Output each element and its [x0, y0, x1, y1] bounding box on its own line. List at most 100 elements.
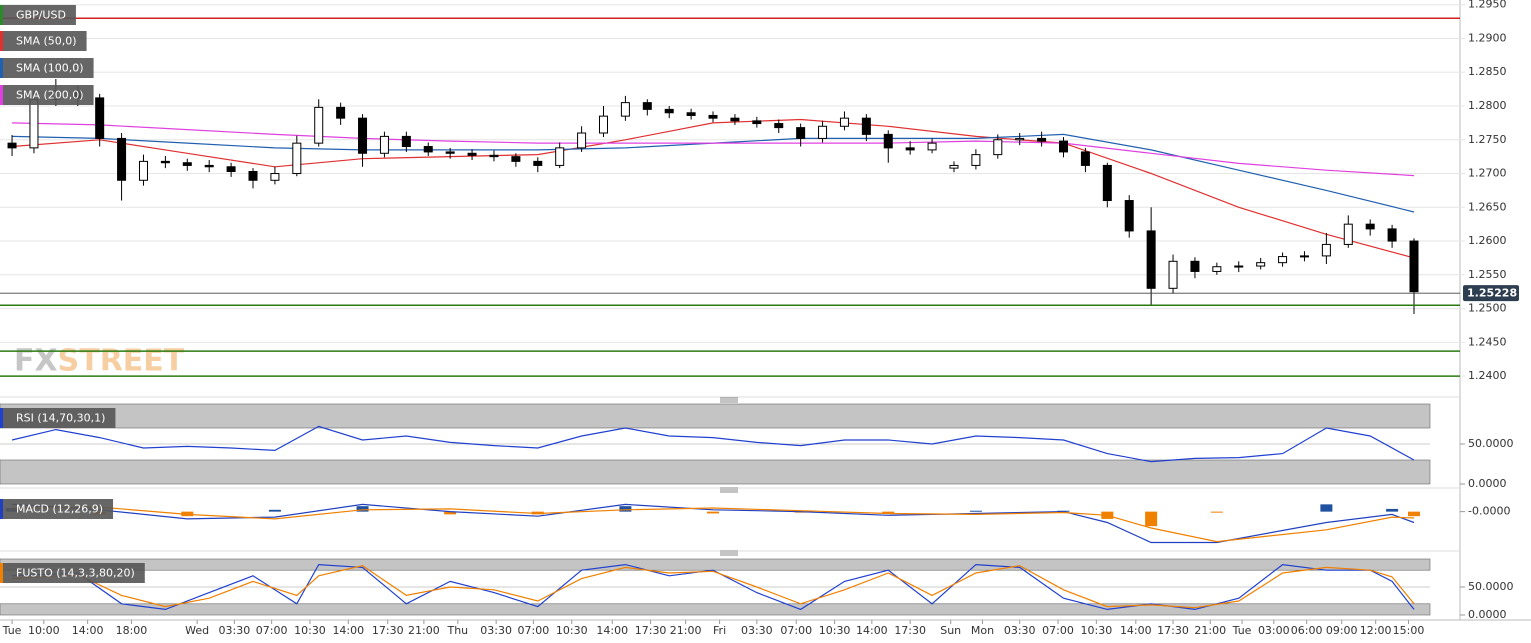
x-tick-label: 07:00 — [780, 624, 812, 637]
y-tick-label: 1.2700 — [1468, 167, 1507, 180]
histogram-bar — [619, 506, 632, 512]
x-tick-label: 03:30 — [219, 624, 251, 637]
candle-body — [1168, 260, 1178, 289]
x-tick-label: 17:30 — [372, 624, 404, 637]
candle-body — [1212, 266, 1222, 272]
legend-label: SMA (100,0) — [16, 62, 84, 75]
candle-body — [774, 123, 784, 129]
x-tick-label: 14:00 — [856, 624, 888, 637]
legend-swatch — [0, 58, 3, 78]
candle-body — [292, 142, 302, 175]
histogram-bar — [1320, 504, 1333, 512]
histogram-bar — [969, 510, 982, 512]
x-tick-label: 07:00 — [256, 624, 288, 637]
legend-swatch — [0, 5, 3, 25]
y-tick-label: 1.2950 — [1468, 0, 1507, 11]
candle-body — [1409, 240, 1419, 293]
level-band — [0, 603, 1431, 616]
histogram-bar — [882, 511, 895, 514]
candle-body — [752, 120, 762, 125]
candle-body — [423, 146, 433, 153]
legend-box — [0, 5, 76, 25]
x-tick-label: 03:00 — [1258, 624, 1290, 637]
x-tick-label: 15:00 — [1393, 624, 1425, 637]
last-price-label: 1.25228 — [1467, 287, 1517, 300]
level-band — [0, 403, 1431, 429]
y-tick-label: -0.0000 — [1468, 505, 1510, 518]
x-tick-label: 10:30 — [556, 624, 588, 637]
legend-label: MACD (12,26,9) — [16, 503, 103, 516]
candle-body — [138, 160, 148, 181]
candle-body — [29, 98, 39, 149]
sma-line — [11, 118, 1415, 259]
candle-body — [336, 106, 346, 119]
candle-body — [445, 151, 455, 154]
legend-swatch — [0, 408, 3, 428]
y-tick-label: 1.2800 — [1468, 99, 1507, 112]
x-tick-label: Wed — [185, 624, 209, 637]
candle-body — [577, 132, 587, 149]
candle-body — [1037, 137, 1047, 142]
x-tick-label: 14:00 — [596, 624, 628, 637]
histogram-bar — [1407, 511, 1420, 517]
candle-body — [686, 112, 696, 116]
candle-body — [1278, 256, 1288, 264]
y-tick-label: 1.2400 — [1468, 369, 1507, 382]
histogram-bar — [444, 511, 457, 515]
x-tick-label: 14:00 — [332, 624, 364, 637]
legend-swatch — [0, 563, 3, 583]
x-tick-label: 17:30 — [894, 624, 926, 637]
x-tick-label: Sun — [940, 624, 961, 637]
y-tick-label: 1.2900 — [1468, 31, 1507, 44]
y-tick-label: 50.0000 — [1468, 580, 1514, 593]
y-tick-label: 1.2500 — [1468, 302, 1507, 315]
x-tick-label: 03:30 — [1004, 624, 1036, 637]
candle-body — [883, 133, 893, 149]
x-tick-label: Tue — [1232, 624, 1252, 637]
x-tick-label: 17:30 — [635, 624, 667, 637]
histogram-bar — [356, 506, 369, 512]
level-band — [0, 558, 1431, 571]
candle-body — [927, 142, 937, 151]
legend-label: GBP/USD — [16, 9, 66, 22]
x-tick-label: 12:00 — [1360, 624, 1392, 637]
candle-body — [511, 156, 521, 162]
candle-body — [905, 147, 915, 151]
candle-body — [1146, 230, 1156, 289]
x-tick-label: 07:00 — [1042, 624, 1074, 637]
legend-swatch — [0, 499, 3, 519]
x-tick-label: 03:30 — [480, 624, 512, 637]
legend-label: RSI (14,70,30,1) — [16, 412, 105, 425]
x-tick-label: 14:00 — [72, 624, 104, 637]
candle-body — [467, 152, 477, 156]
candle-body — [1299, 255, 1309, 258]
legend-box — [0, 85, 94, 105]
candle-body — [117, 137, 127, 181]
x-tick-label: 14:00 — [1120, 624, 1152, 637]
histogram-bar — [707, 511, 720, 514]
candle-body — [1387, 228, 1397, 242]
candle-body — [401, 135, 411, 148]
x-tick-label: Thu — [446, 624, 468, 637]
last-price-box — [1463, 285, 1519, 302]
x-tick-label: 07:00 — [518, 624, 550, 637]
y-tick-label: 1.2600 — [1468, 234, 1507, 247]
candle-body — [949, 164, 959, 169]
candle-body — [818, 125, 828, 139]
candle-body — [226, 166, 236, 173]
candle-body — [971, 154, 981, 166]
candle-body — [861, 117, 871, 135]
candle-body — [1256, 262, 1266, 267]
legend-swatch — [0, 85, 3, 105]
candle-body — [1059, 140, 1069, 153]
candle-body — [358, 117, 368, 154]
macd-line — [11, 506, 1415, 543]
candle-body — [270, 173, 280, 181]
y-tick-label: 1.2450 — [1468, 335, 1507, 348]
watermark: STREET — [58, 344, 185, 379]
candle-body — [160, 160, 170, 164]
legend-swatch — [0, 31, 3, 51]
x-tick-label: 10:30 — [1081, 624, 1113, 637]
histogram-bar — [1210, 511, 1223, 513]
